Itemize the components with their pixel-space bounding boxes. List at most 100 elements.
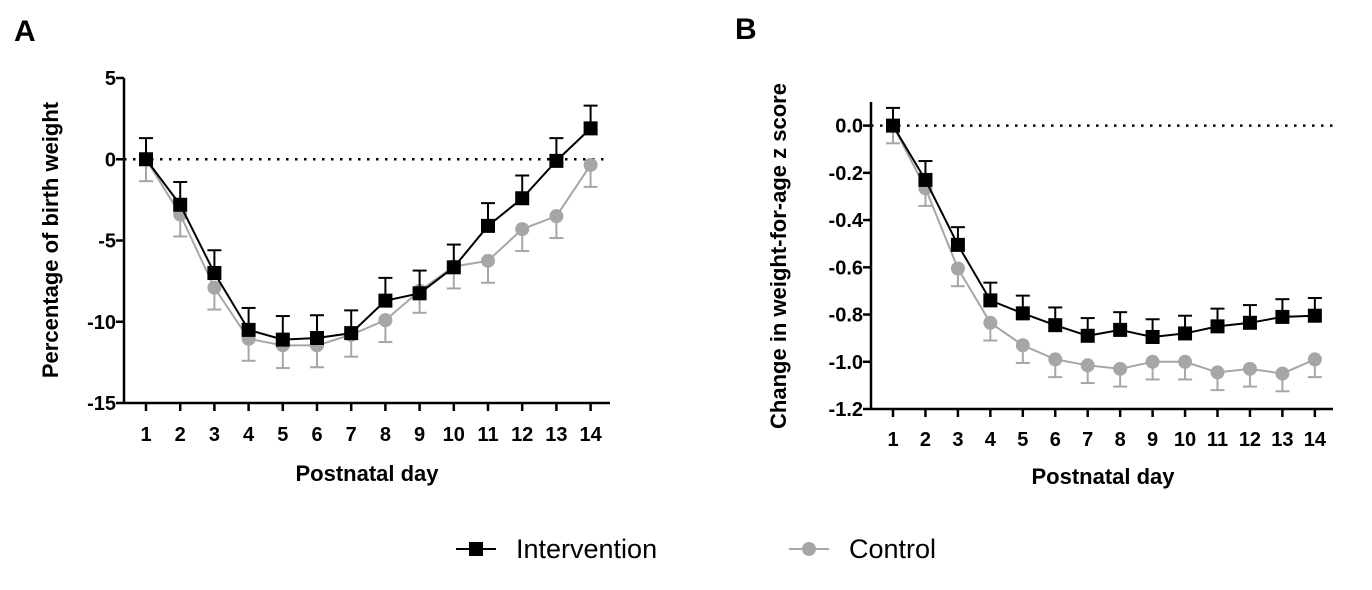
panel-b-x-tick-label: 3	[952, 429, 963, 451]
legend-label-control: Control	[849, 534, 936, 564]
panel-b-x-tick-label: 14	[1304, 429, 1327, 451]
panel-b-x-tick-label: 1	[887, 429, 898, 451]
legend-marker-square	[469, 542, 483, 556]
panel-a-y-tick-label: -10	[87, 312, 116, 334]
data-point-intervention	[344, 326, 359, 341]
data-point-control	[1242, 361, 1257, 376]
panel-b-y-tick-label: 0.0	[835, 116, 863, 138]
panel-a-x-tick-label: 2	[175, 424, 186, 446]
data-point-intervention	[1275, 309, 1290, 324]
data-point-intervention	[515, 191, 530, 206]
panel-b-y-tick-label: -0.4	[829, 210, 864, 232]
data-point-control	[1145, 354, 1160, 369]
legend-item-intervention: Intervention	[456, 534, 657, 564]
panel-b-x-tick-label: 12	[1239, 429, 1261, 451]
data-point-intervention	[207, 266, 222, 280]
chart-panel-b: 0.0-0.2-0.4-0.6-0.8-1.0-1.21 2 3 4 5 6 7 8 9 10 11…	[766, 83, 1333, 489]
panel-a-x-tick-label: 9	[414, 424, 425, 446]
panel-b-x-tick-label: 8	[1115, 429, 1126, 451]
panel-b-letter: B	[735, 13, 757, 46]
data-point-intervention	[446, 260, 461, 275]
data-point-intervention	[1210, 319, 1225, 334]
data-point-intervention	[1307, 308, 1322, 323]
data-point-control	[1178, 354, 1193, 369]
legend-item-control: Control	[789, 534, 936, 564]
panel-b-y-tick-label: -1.0	[829, 352, 863, 374]
panel-a-x-tick-label: 7	[346, 424, 357, 446]
data-point-control	[1048, 352, 1063, 367]
panel-a-x-tick-label: 13	[545, 424, 567, 446]
panel-b-x-tick-label: 4	[985, 429, 997, 451]
data-point-intervention	[583, 121, 598, 136]
panel-b-x-tick-label: 5	[1017, 429, 1028, 451]
panel-b-y-axis-title: Change in weight-for-age z score	[766, 83, 791, 429]
data-point-intervention	[378, 293, 393, 308]
data-point-intervention	[886, 118, 900, 133]
data-point-control	[378, 313, 393, 328]
data-point-intervention	[275, 332, 290, 347]
data-point-control	[515, 222, 530, 237]
data-point-control	[1275, 366, 1290, 381]
panel-a-y-tick-label: -5	[98, 231, 116, 253]
panel-b-y-tick-label: -1.2	[829, 399, 863, 421]
data-point-intervention	[549, 153, 564, 168]
panel-a-x-tick-label: 4	[243, 424, 255, 446]
data-point-control	[1113, 361, 1128, 376]
data-point-control	[1015, 338, 1030, 353]
data-point-control	[549, 209, 564, 224]
panel-b-x-axis-title: Postnatal day	[1031, 464, 1175, 489]
panel-b-y-tick-label: -0.8	[829, 305, 863, 327]
panel-b-x-tick-label: 10	[1174, 429, 1196, 451]
data-point-intervention	[412, 286, 427, 301]
panel-a-x-tick-label: 14	[579, 424, 602, 446]
panel-b-x-tick-label: 13	[1271, 429, 1293, 451]
data-point-intervention	[1015, 306, 1030, 321]
data-point-intervention	[1080, 328, 1095, 343]
panel-a-x-tick-label: 5	[277, 424, 288, 446]
data-point-intervention	[481, 218, 495, 233]
data-point-intervention	[950, 237, 965, 252]
panel-a-y-axis-title: Percentage of birth weight	[38, 101, 63, 378]
data-point-control	[207, 280, 222, 295]
panel-a-x-tick-label: 10	[443, 424, 465, 446]
data-point-intervention	[241, 322, 256, 337]
panel-a-letter: A	[14, 15, 36, 48]
panel-a-x-tick-label: 6	[311, 424, 322, 446]
panel-a-x-axis-title: Postnatal day	[295, 461, 439, 486]
panel-b-x-tick-label: 6	[1050, 429, 1061, 451]
panel-a-y-tick-label: -15	[87, 393, 116, 415]
data-point-intervention	[1113, 322, 1128, 337]
data-point-control	[1307, 352, 1322, 367]
legend-label-intervention: Intervention	[516, 534, 657, 564]
panel-a-y-tick-label: 0	[105, 149, 116, 171]
panel-a-x-tick-label: 11	[477, 424, 498, 446]
data-point-intervention	[1048, 318, 1063, 333]
panel-a-x-tick-label: 12	[511, 424, 533, 446]
data-point-intervention	[983, 293, 998, 308]
panel-a-x-tick-label: 8	[380, 424, 391, 446]
series-line-control	[145, 158, 592, 347]
data-point-intervention	[1178, 326, 1193, 341]
data-point-intervention	[918, 172, 933, 187]
data-point-intervention	[1145, 329, 1160, 344]
panel-b-x-tick-label: 7	[1082, 429, 1093, 451]
panel-b-x-tick-label: 9	[1147, 429, 1158, 451]
legend-marker-circle	[802, 542, 816, 556]
panel-b-y-tick-label: -0.2	[829, 163, 863, 185]
panel-b-x-tick-label: 2	[920, 429, 931, 451]
panel-a-y-tick-label: 5	[105, 68, 116, 90]
data-point-intervention	[173, 197, 188, 212]
panel-a-x-tick-label: 3	[209, 424, 220, 446]
data-point-control	[481, 253, 495, 268]
data-point-control	[950, 261, 965, 276]
legend: Intervention Control	[456, 534, 936, 564]
panel-a-x-tick-label: 1	[140, 424, 151, 446]
panel-b-y-tick-label: -0.6	[829, 257, 863, 279]
data-point-control	[983, 315, 998, 330]
data-point-control	[1210, 365, 1225, 380]
panel-b-x-tick-label: 11	[1207, 429, 1228, 451]
data-point-intervention	[1242, 315, 1257, 330]
data-point-intervention	[139, 152, 153, 167]
